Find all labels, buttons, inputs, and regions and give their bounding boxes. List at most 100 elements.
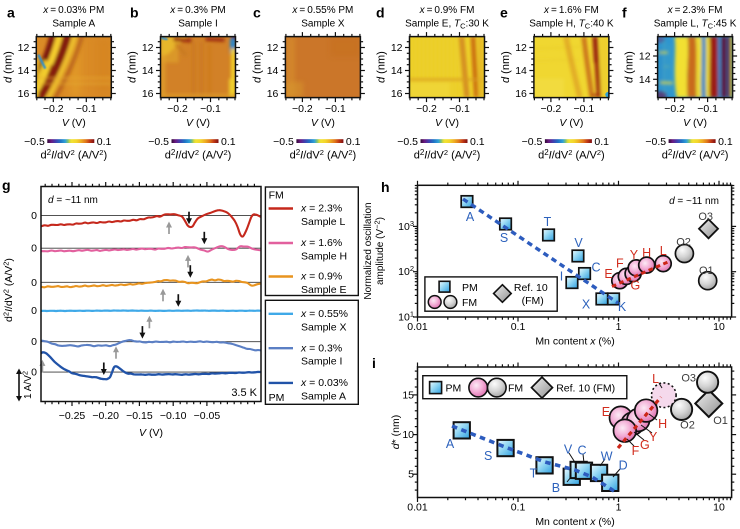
- svg-text:x = 0.3%: x = 0.3%: [300, 342, 342, 354]
- svg-text:Mn content x (%): Mn content x (%): [535, 516, 614, 528]
- svg-text:L: L: [660, 244, 667, 258]
- svg-text:−0.2: −0.2: [541, 103, 562, 115]
- svg-text:1: 1: [616, 321, 622, 333]
- svg-text:−0.2: −0.2: [416, 103, 437, 115]
- svg-text:Mn content x (%): Mn content x (%): [535, 336, 614, 348]
- svg-text:d2I/dV2 (A/V2): d2I/dV2 (A/V2): [414, 148, 481, 162]
- svg-text:−0.1: −0.1: [574, 103, 595, 115]
- svg-text:S: S: [484, 449, 492, 463]
- svg-text:1 A/V2: 1 A/V2: [21, 371, 35, 399]
- svg-text:Y: Y: [630, 248, 639, 262]
- svg-text:d2I/dV2 (A/V2): d2I/dV2 (A/V2): [538, 148, 605, 162]
- svg-text:I: I: [560, 270, 563, 284]
- svg-text:x = 0.9% FM: x = 0.9% FM: [419, 5, 475, 16]
- svg-text:Sample I: Sample I: [178, 19, 217, 30]
- svg-text:A: A: [466, 210, 475, 224]
- svg-text:Sample E, TC:30 K: Sample E, TC:30 K: [405, 19, 489, 31]
- svg-text:1: 1: [616, 502, 622, 514]
- svg-text:d* (nm): d* (nm): [390, 415, 402, 449]
- svg-text:T: T: [544, 215, 552, 229]
- svg-text:PM: PM: [462, 282, 478, 294]
- svg-text:d (nm): d (nm): [376, 51, 388, 83]
- svg-text:16: 16: [391, 88, 403, 100]
- svg-text:b: b: [130, 5, 139, 21]
- svg-text:5: 5: [408, 469, 414, 481]
- svg-text:B: B: [552, 481, 560, 495]
- svg-text:x = 2.3%: x = 2.3%: [300, 203, 342, 215]
- svg-text:c: c: [253, 5, 261, 21]
- svg-text:10: 10: [713, 502, 725, 514]
- svg-text:14: 14: [18, 65, 30, 77]
- svg-text:W: W: [601, 450, 613, 464]
- svg-text:h: h: [381, 179, 390, 195]
- svg-text:0: 0: [31, 336, 37, 348]
- svg-text:PM: PM: [446, 382, 462, 394]
- svg-text:A: A: [446, 437, 455, 451]
- svg-text:d = ~11 nm: d = ~11 nm: [669, 196, 719, 207]
- svg-text:14: 14: [391, 65, 403, 77]
- svg-text:V (V): V (V): [186, 117, 210, 129]
- svg-text:−0.5: −0.5: [522, 136, 543, 148]
- svg-text:Sample E: Sample E: [301, 284, 347, 296]
- svg-text:Normalized oscillation: Normalized oscillation: [363, 202, 374, 299]
- svg-text:V (V): V (V): [435, 117, 459, 129]
- svg-text:V (V): V (V): [311, 117, 335, 129]
- svg-text:Sample X: Sample X: [301, 19, 345, 30]
- svg-text:V: V: [564, 443, 573, 457]
- svg-text:K: K: [618, 300, 627, 314]
- svg-text:0.1: 0.1: [346, 136, 361, 148]
- svg-text:16: 16: [267, 88, 279, 100]
- svg-text:FM: FM: [269, 190, 284, 202]
- svg-text:0.1: 0.1: [594, 136, 609, 148]
- svg-text:F: F: [632, 444, 640, 458]
- svg-text:−0.1: −0.1: [449, 103, 470, 115]
- svg-text:d2I/dV2 (A/V2): d2I/dV2 (A/V2): [2, 258, 16, 322]
- svg-text:x = 0.9%: x = 0.9%: [300, 271, 342, 283]
- svg-text:Ref. 10 (FM): Ref. 10 (FM): [556, 382, 615, 394]
- svg-text:Sample H: Sample H: [301, 251, 347, 263]
- svg-text:Sample I: Sample I: [301, 356, 342, 368]
- svg-text:0.1: 0.1: [511, 321, 526, 333]
- svg-text:d (nm): d (nm): [624, 51, 636, 83]
- svg-text:−0.2: −0.2: [167, 103, 188, 115]
- svg-text:V (V): V (V): [62, 117, 86, 129]
- svg-text:V: V: [574, 236, 583, 250]
- svg-text:d (nm): d (nm): [251, 51, 263, 83]
- svg-text:16: 16: [515, 88, 527, 100]
- svg-text:10: 10: [402, 429, 414, 441]
- svg-text:12: 12: [391, 42, 403, 54]
- svg-text:G: G: [631, 279, 641, 293]
- svg-text:−0.20: −0.20: [92, 410, 119, 422]
- svg-text:0.01: 0.01: [407, 502, 428, 514]
- svg-text:−0.1: −0.1: [200, 103, 221, 115]
- svg-text:−0.1: −0.1: [697, 103, 718, 115]
- svg-text:H: H: [642, 246, 651, 260]
- svg-text:−0.2: −0.2: [664, 103, 685, 115]
- svg-text:V (V): V (V): [683, 117, 707, 129]
- svg-text:Ref. 10: Ref. 10: [514, 282, 548, 294]
- svg-text:d: d: [376, 5, 385, 21]
- svg-text:d (nm): d (nm): [2, 51, 14, 83]
- svg-text:0: 0: [31, 367, 37, 379]
- svg-text:−0.25: −0.25: [59, 410, 86, 422]
- svg-text:Sample H, TC:40 K: Sample H, TC:40 K: [529, 19, 614, 31]
- svg-text:14: 14: [142, 65, 154, 77]
- svg-text:Sample L: Sample L: [301, 216, 346, 228]
- svg-text:O3: O3: [681, 373, 696, 385]
- svg-text:0: 0: [31, 305, 37, 317]
- svg-text:−0.10: −0.10: [160, 410, 187, 422]
- svg-text:15: 15: [402, 389, 414, 401]
- svg-text:−0.1: −0.1: [76, 103, 97, 115]
- svg-text:x = 0.3% PM: x = 0.3% PM: [169, 5, 225, 16]
- svg-text:−0.2: −0.2: [43, 103, 64, 115]
- svg-text:E: E: [604, 267, 612, 281]
- svg-text:−0.5: −0.5: [24, 136, 45, 148]
- svg-text:x = 1.6% FM: x = 1.6% FM: [543, 5, 599, 16]
- svg-text:i: i: [372, 355, 376, 371]
- svg-text:O1: O1: [713, 415, 728, 427]
- svg-text:0.1: 0.1: [97, 136, 112, 148]
- svg-text:S: S: [500, 231, 508, 245]
- svg-text:d2I/dV2 (A/V2): d2I/dV2 (A/V2): [662, 148, 729, 162]
- svg-text:d (nm): d (nm): [500, 51, 512, 83]
- svg-text:d2I/dV2 (A/V2): d2I/dV2 (A/V2): [40, 148, 107, 162]
